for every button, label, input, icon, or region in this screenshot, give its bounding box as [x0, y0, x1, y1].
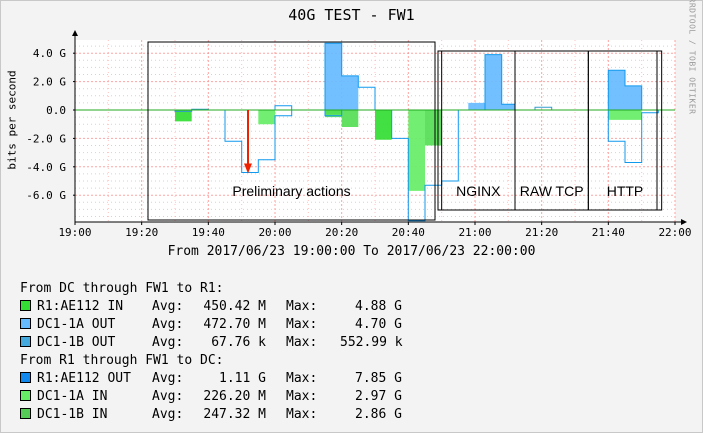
- y-axis-arrow: [72, 30, 78, 36]
- legend-row: R1:AE112 OUT Avg: 1.11 G Max: 7.85 G: [20, 370, 402, 388]
- legend-series-name: DC1-1A IN: [37, 389, 108, 404]
- max-label: Max:: [286, 407, 318, 422]
- x-tick-label: 20:00: [258, 226, 291, 239]
- avg-label: Avg:: [152, 407, 184, 422]
- max-value: 552.99 k: [340, 335, 403, 350]
- max-label: Max:: [286, 335, 318, 350]
- annotation-label: NGINX: [456, 183, 501, 199]
- max-value: 4.88 G: [355, 299, 402, 314]
- x-tick-label: 22:00: [658, 226, 691, 239]
- avg-value: 247.32 M: [203, 407, 266, 422]
- avg-label: Avg:: [152, 317, 184, 332]
- avg-label: Avg:: [152, 335, 184, 350]
- legend-row: DC1-1A IN Avg: 226.20 M Max: 2.97 G: [20, 388, 402, 406]
- legend-group-header: From DC through FW1 to R1:: [20, 281, 224, 296]
- y-tick-label: 0.0: [46, 104, 66, 117]
- legend-swatch: [20, 408, 31, 419]
- annotation-label: HTTP: [607, 183, 644, 199]
- legend-series-name: DC1-1A OUT: [37, 317, 116, 332]
- y-tick-labels: 4.0 G 2.0 G 0.0 -2.0 G -4.0 G -6.0 G: [26, 47, 75, 202]
- x-tick-label: 21:20: [525, 226, 558, 239]
- annotation-label: RAW TCP: [520, 183, 584, 199]
- legend-row: DC1-1A OUT Avg: 472.70 M Max: 4.70 G: [20, 316, 402, 334]
- avg-label: Avg:: [152, 389, 184, 404]
- protocol-group-box: [437, 50, 658, 211]
- x-axis-arrow: [681, 219, 687, 225]
- avg-value: 67.76 k: [211, 335, 266, 350]
- y-tick-label: -2.0 G: [26, 132, 66, 145]
- legend-row: R1:AE112 IN Avg: 450.42 M Max: 4.88 G: [20, 298, 402, 316]
- avg-value: 1.11 G: [219, 371, 266, 386]
- chart-title: 40G TEST - FW1: [288, 6, 415, 24]
- chart-canvas: Preliminary actions NGINX RAW TCP HTTP 4.0 …: [26, 30, 692, 239]
- y-tick-label: 2.0 G: [33, 76, 66, 89]
- x-tick-label: 19:00: [58, 226, 91, 239]
- series-line: [75, 109, 675, 222]
- legend: From DC through FW1 to R1: R1:AE112 IN Avg…: [20, 280, 403, 424]
- legend-row: DC1-1B OUT Avg: 67.76 k Max: 552.99 k: [20, 334, 403, 352]
- avg-label: Avg:: [152, 371, 184, 386]
- max-label: Max:: [286, 299, 318, 314]
- series-areas: [175, 43, 642, 191]
- arrow: [244, 110, 252, 174]
- legend-swatch: [20, 318, 31, 329]
- max-label: Max:: [286, 389, 318, 404]
- max-label: Max:: [286, 317, 318, 332]
- annotation-box: [147, 41, 436, 221]
- series-area: [325, 43, 642, 110]
- y-tick-label: -4.0 G: [26, 161, 66, 174]
- legend-row: DC1-1B IN Avg: 247.32 M Max: 2.86 G: [20, 406, 402, 424]
- x-tick-label: 20:40: [392, 226, 425, 239]
- x-tick-label: 19:20: [125, 226, 158, 239]
- avg-value: 226.20 M: [203, 389, 266, 404]
- y-tick-label: -6.0 G: [26, 189, 66, 202]
- x-tick-label: 20:20: [325, 226, 358, 239]
- legend-series-name: R1:AE112 OUT: [37, 371, 131, 386]
- legend-series-name: R1:AE112 IN: [37, 299, 124, 314]
- legend-swatch: [20, 390, 31, 401]
- max-label: Max:: [286, 371, 318, 386]
- max-value: 4.70 G: [355, 317, 402, 332]
- x-tick-label: 21:40: [592, 226, 625, 239]
- legend-group-header: From R1 through FW1 to DC:: [20, 353, 224, 368]
- x-tick-labels: 19:00 19:20 19:40 20:00 20:20 20:40 21:00 21:20…: [58, 222, 692, 239]
- legend-swatch: [20, 336, 31, 347]
- legend-series-name: DC1-1B IN: [37, 407, 108, 422]
- legend-series-name: DC1-1B OUT: [37, 335, 116, 350]
- avg-label: Avg:: [152, 299, 184, 314]
- max-value: 2.97 G: [355, 389, 402, 404]
- annotation-label: Preliminary actions: [232, 183, 350, 199]
- x-tick-label: 19:40: [192, 226, 225, 239]
- arrow-head: [244, 163, 252, 174]
- x-tick-label: 21:00: [458, 226, 491, 239]
- max-value: 2.86 G: [355, 407, 402, 422]
- max-value: 7.85 G: [355, 371, 402, 386]
- avg-value: 472.70 M: [203, 317, 266, 332]
- legend-swatch: [20, 372, 31, 383]
- series-area: [325, 110, 442, 146]
- y-tick-label: 4.0 G: [33, 47, 66, 60]
- axes: [72, 30, 687, 225]
- annotations: Preliminary actions NGINX RAW TCP HTTP: [147, 41, 663, 221]
- time-range: From 2017/06/23 19:00:00 To 2017/06/23 2…: [167, 244, 536, 259]
- legend-swatch: [20, 300, 31, 311]
- avg-value: 450.42 M: [203, 299, 266, 314]
